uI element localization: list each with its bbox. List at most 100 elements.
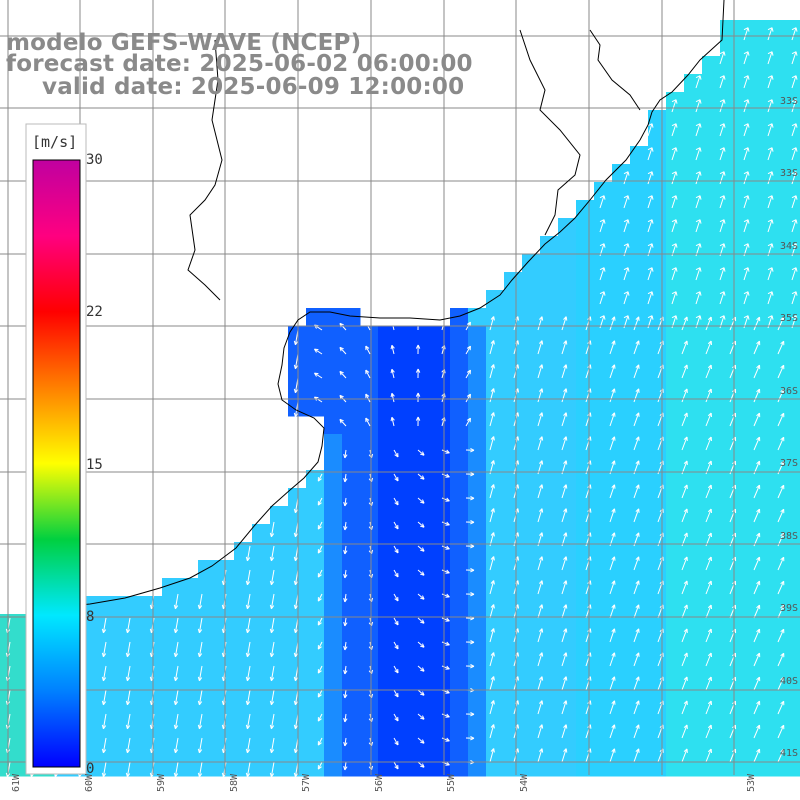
wind-cell [522,434,541,453]
lon-label-60w: 60W [84,773,95,792]
wind-cell [702,290,721,309]
wind-cell [558,380,577,399]
wind-cell [504,380,523,399]
wind-arrow [681,652,688,667]
wind-arrow [489,436,495,451]
wind-arrow [317,521,323,530]
wind-cell [666,182,685,201]
wind-cell [252,614,271,633]
wind-cell [630,416,649,435]
wind-arrow [561,412,568,427]
wind-cell [756,38,775,57]
wind-cell [198,740,217,759]
wind-cell [558,524,577,543]
wind-cell [504,650,523,669]
wind-cell [342,632,361,651]
wind-cell [378,632,397,651]
wind-cell [324,560,343,579]
wind-cell [324,542,343,561]
wind-cell [684,524,703,543]
wind-cell [666,704,685,723]
wind-cell [558,398,577,417]
wind-cell [756,272,775,291]
wind-arrow [609,628,616,643]
wind-cell [594,488,613,507]
wind-arrow [365,417,371,427]
wind-arrow [753,676,761,691]
wind-cell [684,218,703,237]
wind-cell [342,560,361,579]
wind-arrow [681,700,688,715]
wind-cell [540,326,559,345]
wind-cell [468,578,487,597]
wind-cell [792,578,800,597]
wind-cell [576,560,595,579]
wind-cell [594,758,613,777]
wind-cell [594,506,613,525]
colorbar-tick-22: 22 [86,304,103,320]
wind-cell [342,740,361,759]
wind-cell [486,686,505,705]
wind-cell [522,380,541,399]
wind-cell [522,524,541,543]
wind-cell [540,434,559,453]
wind-arrow [777,508,785,523]
wind-cell [648,236,667,255]
wind-cell [360,434,379,453]
wind-cell [342,668,361,687]
wind-cell [756,200,775,219]
wind-cell [774,200,793,219]
colorbar-tick-0: 0 [86,761,95,777]
wind-arrow [609,508,616,523]
wind-cell [540,290,559,309]
wind-cell [522,506,541,525]
wind-arrow [609,316,616,331]
wind-cell [0,704,19,723]
wind-cell [198,758,217,777]
wind-cell [720,182,739,201]
wind-arrow [489,724,495,739]
wind-cell [432,416,451,435]
wind-cell [324,488,343,507]
wind-cell [288,362,307,381]
wind-arrow [767,291,774,305]
wind-cell [522,290,541,309]
wind-cell [702,506,721,525]
wind-arrow [269,569,275,586]
wind-cell [450,722,469,741]
wind-cell [594,650,613,669]
wind-arrow [623,219,630,233]
wind-arrow [561,556,568,571]
wind-cell [198,560,217,579]
wind-cell [180,632,199,651]
wind-cell [342,596,361,615]
wind-cell [324,524,343,543]
wind-cell [684,740,703,759]
wind-cell [396,560,415,579]
wind-cell [540,308,559,327]
wind-cell [594,740,613,759]
wind-arrow [390,344,395,355]
wind-cell [378,344,397,363]
wind-arrow [245,617,251,634]
wind-cell [756,560,775,579]
wind-cell [324,362,343,381]
wind-cell [774,722,793,741]
wind-arrow [743,51,750,65]
wind-cell [630,650,649,669]
wind-cell [612,758,631,777]
wind-cell [792,686,800,705]
wind-arrow [681,580,688,595]
wind-cell [306,614,325,633]
wind-arrow [343,665,348,675]
wind-cell [126,722,145,741]
wind-cell [684,128,703,147]
wind-cell [180,578,199,597]
wind-cell [738,128,757,147]
wind-cell [162,596,181,615]
wind-cell [792,650,800,669]
wind-cell [180,740,199,759]
wind-cell [468,596,487,615]
wind-arrow [101,665,107,682]
wind-cell [378,740,397,759]
